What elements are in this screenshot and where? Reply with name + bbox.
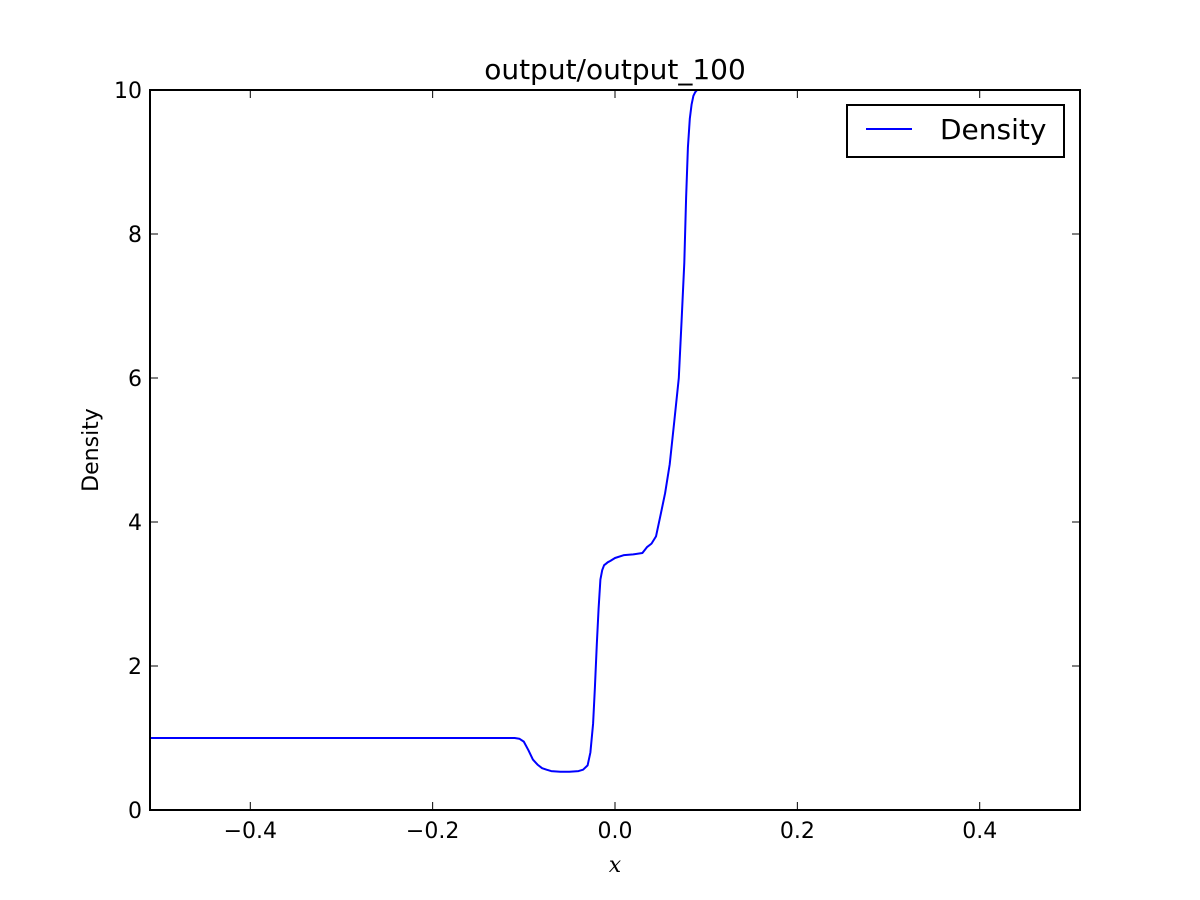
x-axis-label: x — [609, 853, 622, 878]
y-tick-label: 6 — [128, 367, 142, 392]
y-tick-label: 10 — [114, 79, 142, 104]
chart-title: output/output_100 — [484, 53, 746, 86]
y-tick-label: 8 — [128, 223, 142, 248]
x-tick-label: −0.4 — [224, 819, 277, 844]
x-tick-label: 0.0 — [598, 819, 633, 844]
legend: Density — [847, 105, 1064, 157]
y-tick-label: 0 — [128, 799, 142, 824]
y-tick-label: 4 — [128, 511, 142, 536]
x-tick-label: 0.2 — [780, 819, 815, 844]
legend-label-density: Density — [940, 113, 1046, 146]
x-tick-label: −0.2 — [406, 819, 459, 844]
y-axis-label: Density — [79, 408, 104, 492]
y-tick-label: 2 — [128, 655, 142, 680]
x-tick-label: 0.4 — [962, 819, 997, 844]
